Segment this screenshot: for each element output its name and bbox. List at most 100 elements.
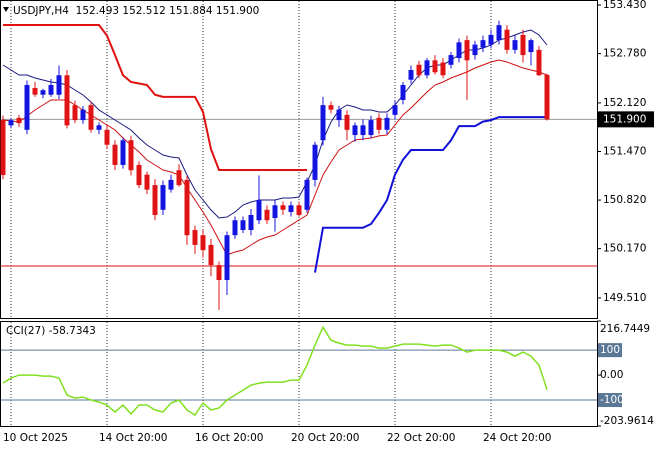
candle-body	[200, 235, 206, 251]
candle-body	[464, 40, 470, 61]
candle-body	[368, 120, 374, 136]
indicator-line	[314, 116, 547, 273]
candle-body	[472, 44, 478, 56]
candle-body	[56, 75, 62, 95]
candle-body	[440, 62, 446, 76]
candle-body	[392, 105, 398, 115]
chart-title: USDJPY,H4 152.493 152.512 151.884 151.90…	[13, 5, 259, 17]
candle-body	[344, 114, 350, 130]
candle-body	[448, 55, 454, 65]
y-tick-label: 150.170	[603, 243, 646, 255]
candle-body	[544, 75, 550, 120]
cci-title: CCI(27) -58.7343	[6, 325, 96, 337]
candle-body	[112, 144, 118, 165]
candle-body	[376, 117, 382, 130]
candle-body	[336, 109, 342, 121]
x-tick-label: 10 Oct 2025	[3, 432, 68, 444]
level-label-box	[598, 393, 622, 408]
candle-body	[184, 179, 190, 236]
candle-body	[232, 220, 238, 236]
candle-body	[264, 209, 270, 221]
candle-body	[88, 105, 94, 130]
candle-body	[296, 205, 302, 216]
candle-body	[160, 185, 166, 210]
candle-body	[16, 117, 22, 124]
y-tick-label: 0.00	[600, 369, 623, 381]
y-tick-label: 149.510	[603, 292, 646, 304]
x-tick-label: 24 Oct 20:00	[483, 432, 551, 444]
candle-body	[512, 40, 518, 50]
candle-body	[24, 84, 30, 130]
candle-body	[408, 70, 414, 80]
candle-body	[40, 90, 46, 95]
y-tick-label: -203.9614	[600, 415, 654, 427]
candle-body	[456, 42, 462, 59]
title-icon	[3, 7, 9, 12]
candle-body	[520, 34, 526, 56]
candle-body	[480, 40, 486, 48]
candle-body	[0, 120, 6, 176]
y-tick-label: 216.7449	[600, 323, 650, 335]
cci-panel-frame	[0, 321, 598, 427]
candle-body	[248, 215, 254, 230]
candle-body	[192, 229, 198, 245]
candle-body	[136, 164, 142, 186]
candle-body	[280, 205, 286, 210]
candle-body	[80, 109, 86, 121]
candle-body	[168, 179, 174, 190]
y-tick-label: 100	[600, 344, 620, 356]
candle-body	[208, 244, 214, 266]
y-tick-label: 150.820	[603, 194, 646, 206]
y-tick-label: 151.470	[603, 145, 646, 157]
candle-body	[328, 105, 334, 110]
candle-body	[224, 235, 230, 281]
y-tick-label: 153.430	[603, 0, 646, 11]
indicator-line	[2, 59, 548, 256]
candle-body	[8, 120, 14, 126]
candle-body	[152, 185, 158, 216]
x-tick-label: 16 Oct 20:00	[195, 432, 263, 444]
candle-body	[216, 265, 222, 281]
indicator-line	[3, 24, 307, 171]
candle-body	[176, 170, 182, 186]
candle-body	[424, 60, 430, 76]
candle-body	[360, 125, 366, 136]
candle-body	[240, 220, 246, 230]
candle-body	[120, 140, 126, 165]
indicator-line	[2, 29, 548, 219]
candle-body	[312, 144, 318, 180]
x-tick-label: 14 Oct 20:00	[99, 432, 167, 444]
candle-body	[536, 49, 542, 76]
y-tick-label: -100	[600, 394, 624, 406]
candle-body	[400, 84, 406, 100]
candle-body	[48, 84, 54, 95]
candle-body	[272, 205, 278, 219]
candle-body	[128, 140, 134, 171]
candle-body	[104, 129, 110, 145]
plot-layer	[0, 1, 597, 426]
y-tick-label: 152.780	[603, 48, 646, 60]
candle-body	[384, 117, 390, 130]
candle-body	[432, 60, 438, 73]
x-tick-label: 22 Oct 20:00	[387, 432, 455, 444]
candle-body	[144, 174, 150, 190]
candle-body	[352, 125, 358, 136]
last-price-box	[598, 111, 654, 128]
last-price-label: 151.900	[603, 113, 646, 125]
candle-body	[72, 105, 78, 121]
candle-body	[416, 64, 422, 76]
candle-body	[496, 25, 502, 41]
candle-body	[304, 179, 310, 210]
candle-body	[64, 75, 70, 126]
candle-body	[96, 125, 102, 130]
level-label-box	[598, 343, 622, 358]
candle-body	[488, 34, 494, 45]
candle-body	[504, 29, 510, 50]
candle-body	[32, 87, 38, 95]
candle-body	[256, 200, 262, 221]
y-tick-label: 152.120	[603, 97, 646, 109]
x-tick-label: 20 Oct 20:00	[291, 432, 359, 444]
cci-line	[2, 325, 548, 417]
